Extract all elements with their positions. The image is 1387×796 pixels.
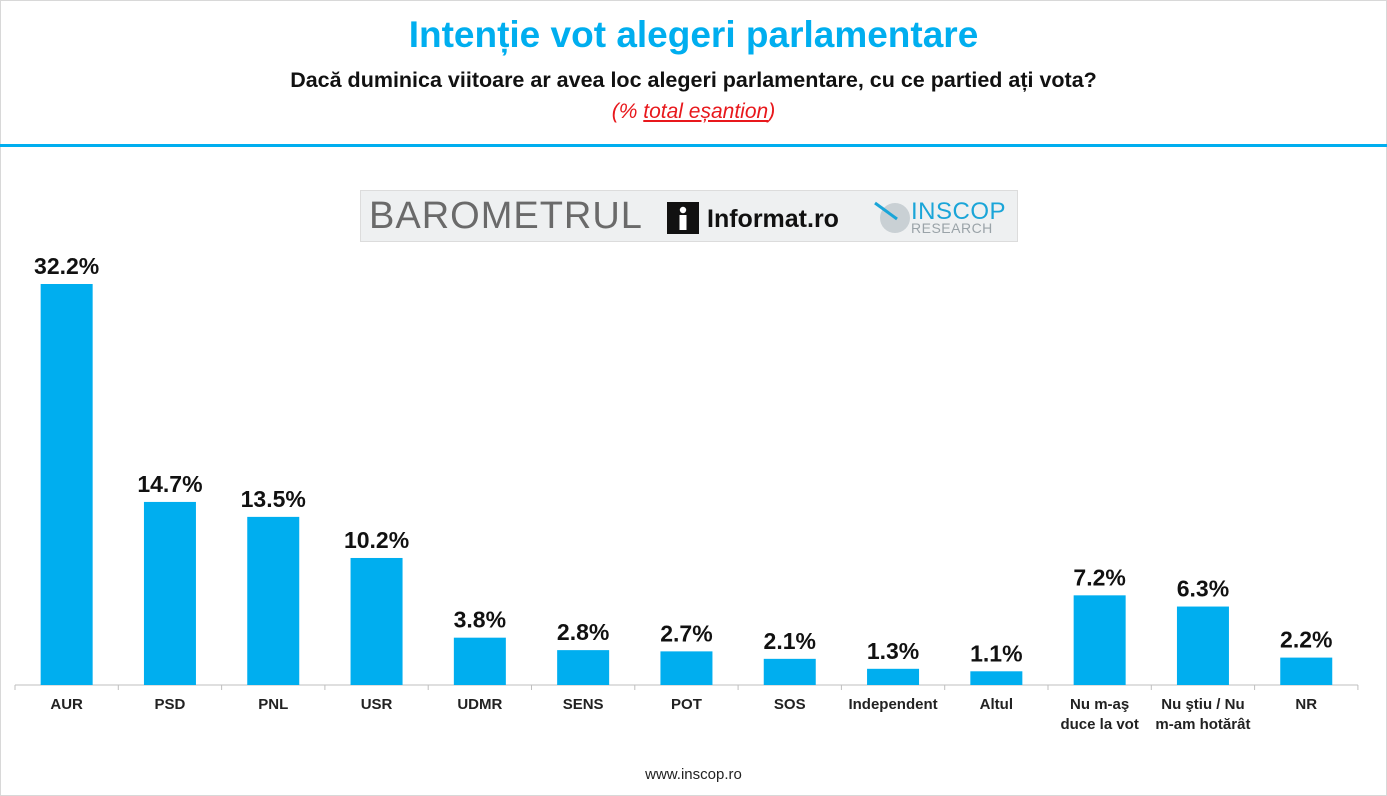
informat-wordmark: Informat.ro: [707, 205, 839, 233]
bar-2: [247, 516, 300, 685]
category-label-8: Independent: [848, 696, 937, 713]
data-label-1: 14.7%: [137, 471, 202, 497]
data-label-7: 2.1%: [764, 628, 816, 654]
barometer-logo-banner: BAROMETRUL Informat.ro INSCOP RESEARCH: [360, 190, 1018, 242]
header-divider: [0, 144, 1387, 147]
data-label-12: 2.2%: [1280, 627, 1332, 653]
info-icon: [667, 202, 699, 234]
category-label-10-line-0: Nu m-aş: [1070, 696, 1129, 713]
data-label-11: 6.3%: [1177, 576, 1229, 602]
category-label-0: AUR: [50, 696, 83, 713]
category-label-4: UDMR: [457, 696, 502, 713]
bar-12: [1280, 657, 1333, 685]
data-label-4: 3.8%: [454, 607, 506, 633]
bar-8: [867, 668, 920, 685]
page-title: Intenție vot alegeri parlamentare: [408, 14, 979, 55]
data-label-5: 2.8%: [557, 619, 609, 645]
note-open: (%: [611, 100, 644, 123]
bar-11: [1176, 606, 1229, 685]
note-underlined: total eșantion: [643, 100, 769, 123]
question-subtitle: Dacă duminica viitoare ar avea loc alege…: [290, 68, 1097, 92]
bar-6: [660, 651, 713, 685]
category-label-1: PSD: [155, 696, 186, 713]
bar-10: [1073, 595, 1126, 685]
bar-0: [40, 284, 93, 685]
bar-1: [143, 501, 196, 685]
bar-5: [557, 650, 610, 685]
data-label-3: 10.2%: [344, 527, 409, 553]
category-label-9: Altul: [980, 696, 1013, 713]
category-label-2: PNL: [258, 696, 288, 713]
category-label-11-line-0: Nu ştiu / Nu: [1161, 696, 1244, 713]
category-label-11-line-1: m-am hotărât: [1155, 716, 1250, 733]
note-close: ): [768, 100, 776, 123]
research-wordmark: RESEARCH: [911, 220, 993, 236]
bar-3: [350, 557, 403, 685]
data-label-6: 2.7%: [660, 620, 712, 646]
category-label-10-line-1: duce la vot: [1060, 716, 1138, 733]
data-label-8: 1.3%: [867, 638, 919, 664]
inscop-globe-icon: [874, 201, 910, 233]
category-label-12: NR: [1295, 696, 1317, 713]
category-label-6: POT: [671, 696, 702, 713]
data-label-10: 7.2%: [1073, 564, 1125, 590]
data-label-9: 1.1%: [970, 640, 1022, 666]
bar-9: [970, 671, 1023, 685]
barometrul-wordmark: BAROMETRUL: [369, 195, 643, 237]
category-label-7: SOS: [774, 696, 806, 713]
data-label-2: 13.5%: [241, 486, 306, 512]
footer-url: www.inscop.ro: [645, 766, 742, 783]
bar-4: [453, 637, 506, 685]
data-label-0: 32.2%: [34, 253, 99, 279]
sample-note: (% total eșantion): [0, 100, 1387, 124]
category-label-5: SENS: [563, 696, 604, 713]
inscop-wordmark: INSCOP: [911, 198, 1007, 225]
category-label-3: USR: [361, 696, 393, 713]
bar-7: [763, 658, 816, 685]
